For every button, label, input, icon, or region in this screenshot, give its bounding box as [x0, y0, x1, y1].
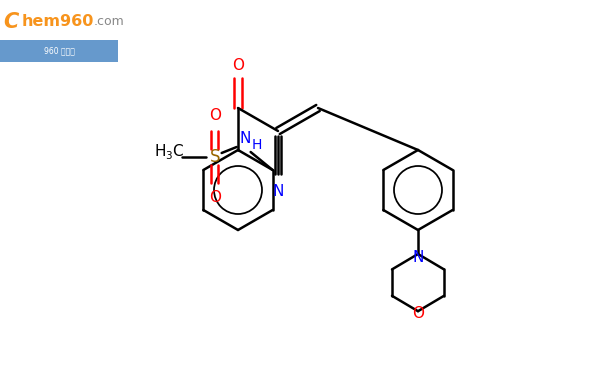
Text: N: N [413, 249, 423, 264]
Text: H: H [155, 144, 166, 159]
Text: H: H [252, 138, 262, 152]
Text: O: O [412, 306, 424, 321]
Text: N: N [272, 184, 284, 200]
Text: O: O [209, 190, 221, 206]
Text: O: O [209, 108, 221, 123]
Text: 3: 3 [165, 151, 172, 161]
Text: O: O [232, 57, 244, 72]
Text: S: S [209, 148, 220, 166]
Text: C: C [172, 144, 183, 159]
Text: N: N [240, 132, 251, 147]
